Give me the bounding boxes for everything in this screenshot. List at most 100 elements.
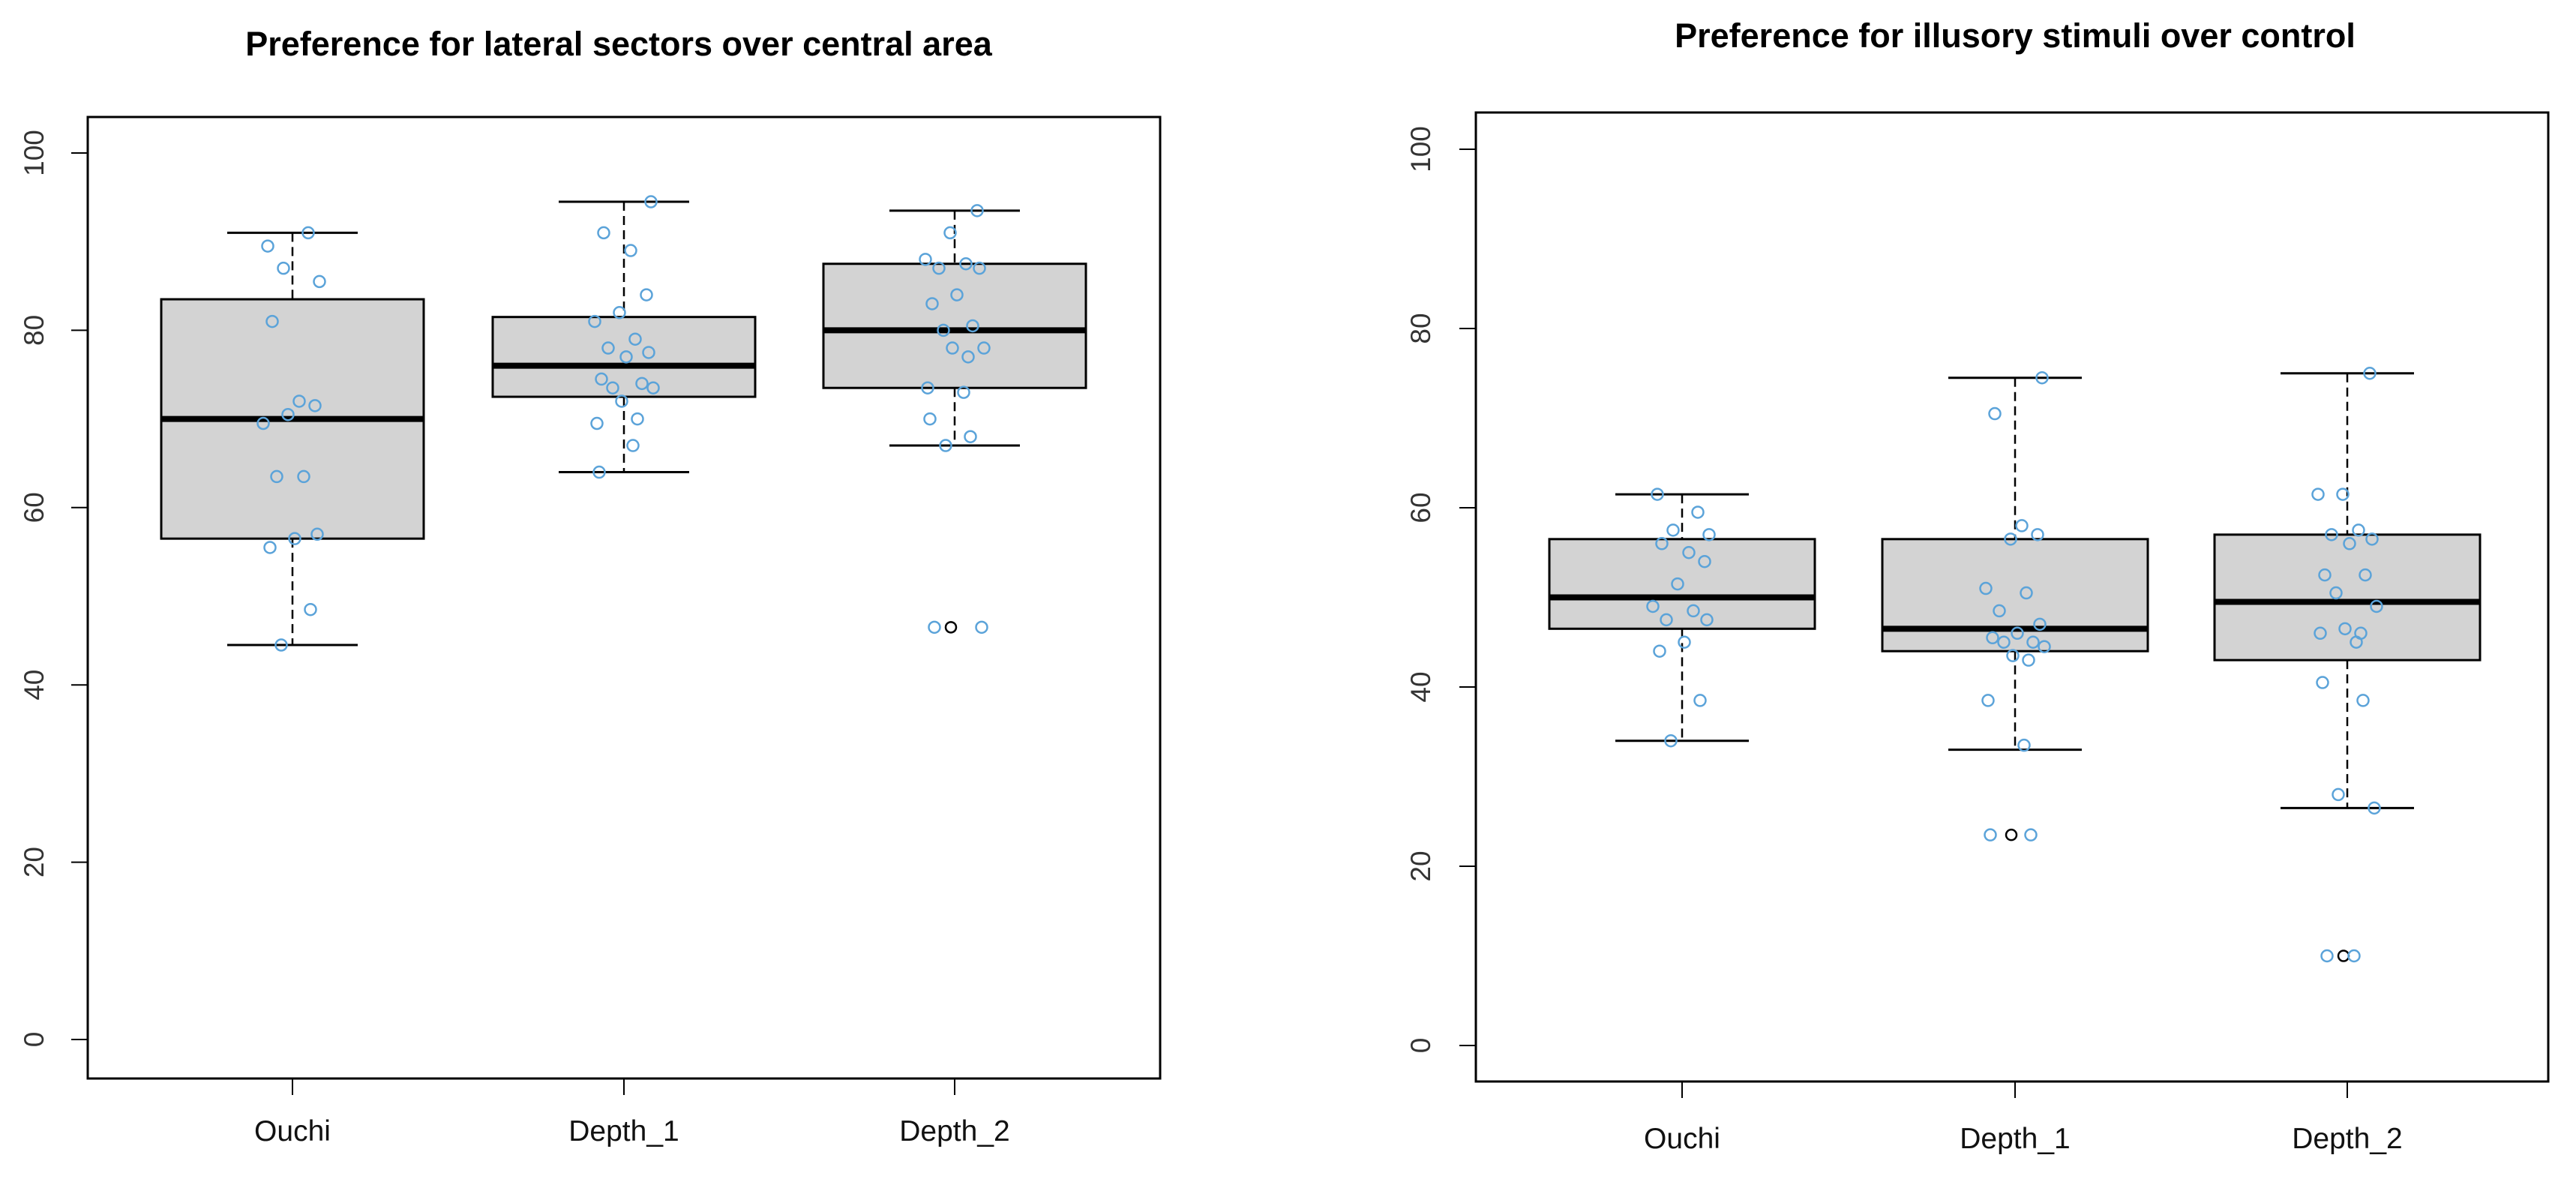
right-depth2-data-point: [2311, 488, 2325, 501]
right-depth2-data-point: [2352, 524, 2365, 537]
right-ouchi-data-point: [1651, 488, 1664, 501]
left-depth2-data-point: [966, 319, 979, 333]
right-depth2-data-point: [2338, 622, 2352, 636]
left-depth1-data-point: [597, 226, 610, 240]
left-depth1-data-point: [644, 195, 658, 208]
left-ouchi-data-point: [292, 394, 306, 408]
left-depth2-outlier: [944, 621, 958, 634]
left-y-tick-label: 20: [19, 847, 49, 878]
left-depth2-data-point: [973, 261, 986, 275]
right-depth1-category-label: Depth_1: [1960, 1123, 2070, 1155]
right-plot-frame: [1474, 111, 2550, 1083]
right-y-tick-label: 40: [1405, 671, 1436, 702]
right-depth1-data-point: [2038, 640, 2051, 653]
left-ouchi-category-label: Ouchi: [254, 1115, 331, 1148]
left-ouchi-data-point: [288, 532, 301, 545]
left-depth1-data-point: [613, 306, 626, 320]
left-depth2-data-point: [943, 226, 957, 240]
right-depth2-data-point: [2320, 949, 2334, 963]
left-ouchi-data-point: [274, 638, 288, 652]
right-depth1-data-point: [2006, 649, 2020, 662]
left-ouchi-data-point: [310, 527, 324, 542]
left-chart: Preference for lateral sectors over cent…: [19, 25, 1162, 1148]
left-ouchi-data-point: [261, 239, 274, 253]
left-depth2-data-point: [925, 297, 939, 310]
right-y-tick-label: 100: [1405, 126, 1436, 172]
right-y-tick-label: 20: [1405, 850, 1436, 881]
right-depth2-category-label: Depth_2: [2292, 1123, 2402, 1155]
right-ouchi-data-point: [1664, 734, 1678, 748]
right-depth2-data-point: [2336, 488, 2350, 501]
right-chart: Preference for illusory stimuli over con…: [1405, 16, 2550, 1155]
left-depth2-data-point: [921, 381, 934, 394]
left-depth2-data-point: [957, 386, 970, 399]
right-ouchi-data-point: [1687, 604, 1700, 618]
left-ouchi-data-point: [313, 274, 326, 289]
left-depth1-data-point: [646, 381, 660, 394]
right-ouchi-data-point: [1702, 528, 1716, 542]
left-y-tick-label: 100: [19, 130, 49, 176]
left-depth1-data-point: [601, 341, 615, 355]
right-depth2-box: [2213, 533, 2482, 662]
right-ouchi-data-point: [1646, 599, 1660, 614]
right-ouchi-data-point: [1660, 613, 1673, 627]
left-depth1-data-point: [606, 381, 619, 394]
right-ouchi-data-point: [1693, 694, 1707, 707]
right-y-tick-label: 60: [1405, 492, 1436, 523]
right-depth1-data-point: [2020, 586, 2033, 600]
left-depth1-data-point: [590, 416, 604, 430]
left-depth2-data-point: [977, 341, 991, 355]
right-ouchi-box: [1548, 538, 1816, 630]
right-ouchi-data-point: [1691, 506, 1705, 519]
left-ouchi-data-point: [301, 226, 315, 240]
left-depth2-data-point: [961, 350, 975, 364]
right-depth2-data-point: [2356, 694, 2370, 707]
right-ouchi-data-point: [1655, 537, 1669, 550]
right-depth1-data-point: [2022, 653, 2035, 667]
right-depth1-data-point: [2033, 617, 2047, 632]
right-depth1-data-point: [2011, 626, 2024, 640]
right-depth2-data-point: [2318, 568, 2332, 582]
left-chart-title: Preference for lateral sectors over cent…: [245, 25, 993, 63]
left-depth1-data-point: [635, 376, 649, 391]
left-depth1-data-point: [640, 288, 653, 302]
right-ouchi-data-point: [1653, 644, 1666, 658]
right-depth1-data-point: [1986, 631, 1999, 645]
left-y-tick-label: 80: [19, 315, 49, 346]
left-ouchi-data-point: [281, 407, 295, 422]
right-depth1-data-point: [2024, 828, 2038, 842]
left-ouchi-data-point: [263, 541, 277, 554]
right-ouchi-data-point: [1666, 524, 1680, 537]
left-depth1-data-point: [642, 346, 655, 359]
left-depth1-data-point: [628, 332, 642, 346]
left-depth2-data-point: [937, 323, 950, 338]
left-depth1-data-point: [619, 350, 633, 364]
left-ouchi-data-point: [277, 261, 290, 275]
right-ouchi-data-point: [1700, 613, 1714, 627]
right-depth2-data-point: [2316, 676, 2329, 689]
right-depth1-data-point: [2026, 635, 2040, 649]
left-depth1-data-point: [626, 439, 640, 452]
left-depth1-data-point: [595, 372, 608, 386]
left-ouchi-data-point: [308, 399, 322, 412]
left-depth2-category-label: Depth_2: [899, 1115, 1009, 1148]
right-depth2-data-point: [2350, 635, 2363, 649]
right-ouchi-category-label: Ouchi: [1644, 1123, 1720, 1155]
right-depth1-data-point: [2031, 528, 2044, 542]
left-depth2-data-point: [932, 261, 946, 275]
right-depth1-data-point: [1993, 604, 2006, 618]
right-ouchi-data-point: [1698, 554, 1711, 568]
right-depth1-data-point: [1984, 828, 1997, 842]
left-depth2-box: [822, 262, 1087, 389]
left-ouchi-data-point: [297, 470, 310, 484]
left-depth2-data-point: [928, 620, 941, 634]
left-plot-area: 0 20 40 60 80 100 Ouchi Depth_1 Depth_2: [19, 130, 1087, 1148]
left-depth1-data-point: [615, 394, 628, 408]
right-depth2-data-point: [2332, 788, 2345, 802]
left-depth2-data-point: [975, 620, 988, 634]
right-depth2-data-point: [2363, 367, 2377, 380]
right-depth1-data-point: [1979, 581, 1993, 596]
right-depth1-data-point: [2004, 532, 2017, 546]
right-depth1-box: [1881, 538, 2149, 652]
